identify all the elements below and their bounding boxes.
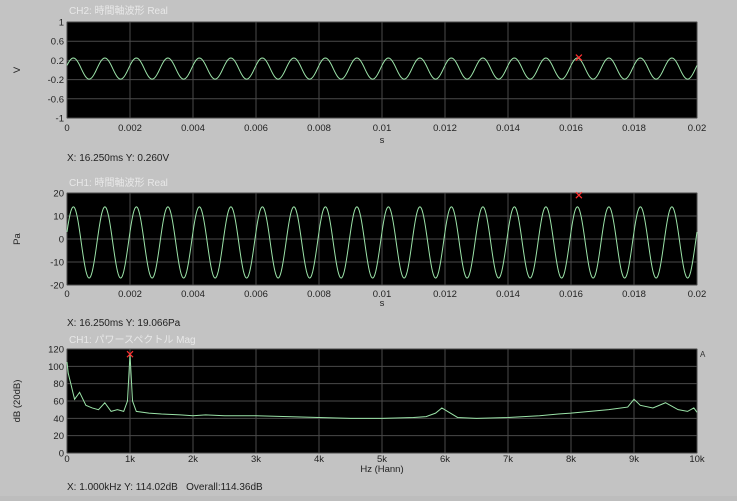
panel-1: 0 0.002 0.004 0.006 0.008 0.01 0.012 0.014 0.016… [12, 4, 706, 164]
x-tick-label: 6k [440, 454, 450, 465]
x-tick-label: 0 [64, 454, 69, 465]
y-tick-label: 60 [53, 397, 64, 408]
y-axis-label: V [12, 66, 23, 73]
y-tick-label: -10 [50, 258, 64, 269]
x-tick-label: 0 [64, 289, 69, 300]
x-tick-label: 0.002 [118, 289, 142, 300]
y-tick-label: 100 [48, 362, 64, 373]
cursor-readout: X: 16.250ms Y: 0.260V [67, 153, 169, 164]
x-tick-label: 0.01 [373, 289, 392, 300]
x-tick-label: 1k [125, 454, 135, 465]
x-axis-label: s [380, 298, 385, 309]
cursor-readout: X: 1.000kHz Y: 114.02dB Overall:114.36dB [67, 482, 263, 493]
x-tick-label: 0.012 [433, 123, 457, 134]
panel-title: CH1: パワースペクトル Mag [69, 334, 196, 346]
cursor-marker[interactable] [575, 191, 583, 199]
x-tick-label: 8k [566, 454, 576, 465]
x-tick-label: 10k [689, 454, 705, 465]
y-tick-label: 0.2 [51, 56, 64, 67]
x-tick-label: 0.02 [688, 289, 707, 300]
trace-line [66, 206, 698, 279]
x-tick-label: 0.006 [244, 123, 268, 134]
y-tick-label: 20 [53, 431, 64, 442]
x-tick-label: 3k [251, 454, 261, 465]
x-tick-label: 0.018 [622, 289, 646, 300]
x-tick-label: 9k [629, 454, 639, 465]
x-axis-label: s [380, 135, 385, 146]
x-tick-label: 5k [377, 454, 387, 465]
x-tick-label: 0.016 [559, 289, 583, 300]
x-tick-label: 0.01 [373, 123, 392, 134]
cursor-marker[interactable] [126, 350, 134, 358]
x-tick-label: 4k [314, 454, 324, 465]
x-tick-label: 0.008 [307, 289, 331, 300]
x-tick-label: 0.006 [244, 289, 268, 300]
x-tick-label: 2k [188, 454, 198, 465]
panel-title: CH1: 時間軸波形 Real [69, 176, 168, 189]
x-tick-label: 0.002 [118, 123, 142, 134]
y-tick-label: -1 [56, 114, 64, 125]
y-tick-label: -0.6 [48, 94, 64, 105]
x-tick-label: 0.018 [622, 123, 646, 134]
y-tick-label: 0.6 [51, 37, 64, 48]
panel-3: 0 1k 2k 3k 4k 5k 6k 7k 8k 9k 10k 120 100 80 60 40 20 0 CH1… [12, 334, 706, 493]
y-tick-label: -0.2 [48, 75, 64, 86]
y-axis-label: dB (20dB) [12, 380, 23, 423]
x-tick-label: 0 [64, 123, 69, 134]
x-tick-label: 0.012 [433, 289, 457, 300]
x-tick-label: 0.014 [496, 289, 520, 300]
y-tick-label: 80 [53, 379, 64, 390]
y-tick-label: 120 [48, 345, 64, 356]
y-axis-label: Pa [12, 232, 23, 244]
cursor-marker[interactable] [575, 54, 583, 61]
x-tick-label: 0.016 [559, 123, 583, 134]
x-tick-label: 0.02 [688, 123, 707, 134]
x-tick-label: 7k [503, 454, 513, 465]
x-tick-label: 0.008 [307, 123, 331, 134]
y-tick-label: 0 [59, 235, 64, 246]
trace-line [66, 57, 698, 80]
x-tick-label: 0.004 [181, 123, 205, 134]
y-tick-label: 20 [53, 189, 64, 200]
cursor-readout: X: 16.250ms Y: 19.066Pa [67, 318, 181, 329]
x-tick-label: 0.014 [496, 123, 520, 134]
y-tick-label: 40 [53, 414, 64, 425]
x-axis-label: Hz (Hann) [360, 464, 403, 475]
x-tick-label: 0.004 [181, 289, 205, 300]
y-tick-label: 0 [59, 449, 64, 460]
y-tick-label: 10 [53, 212, 64, 223]
panel-2: 0 0.002 0.004 0.006 0.008 0.01 0.012 0.014 0.016… [12, 176, 706, 329]
trace-line [66, 354, 698, 419]
y-tick-label: 1 [59, 18, 64, 29]
y-tick-label: -20 [50, 281, 64, 292]
panel-title: CH2: 時間軸波形 Real [69, 4, 168, 17]
channel-marker-label: A [700, 350, 706, 359]
